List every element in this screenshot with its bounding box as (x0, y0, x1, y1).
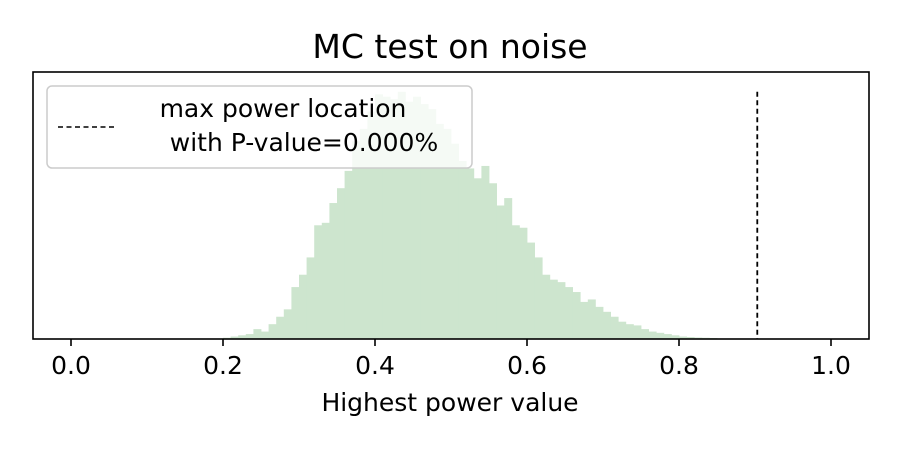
histogram-bar (656, 332, 665, 339)
histogram-bar (663, 334, 672, 339)
histogram-bar (261, 331, 269, 339)
histogram-bar (603, 311, 611, 339)
histogram-bar (230, 336, 239, 339)
histogram-bar (572, 292, 581, 339)
x-tick-label: 0.0 (51, 351, 91, 380)
histogram-bar (321, 222, 330, 339)
histogram-bar (443, 128, 452, 339)
histogram-bar (671, 335, 680, 339)
histogram-bar (542, 274, 551, 339)
histogram-bar (352, 141, 361, 339)
histogram-bar (276, 316, 285, 339)
histogram-bar (458, 161, 467, 339)
histogram-bar (565, 287, 573, 339)
histogram-bar (306, 257, 315, 339)
histogram-bar (633, 325, 642, 339)
x-axis-ticks: 0.0 0.2 0.4 0.6 0.8 1.0 (51, 339, 851, 380)
histogram-bar (610, 316, 619, 339)
histogram-bar (329, 203, 338, 339)
histogram-bar (428, 109, 437, 339)
histogram-bar (496, 205, 505, 339)
histogram-bar (451, 143, 459, 339)
x-tick-label: 1.0 (811, 351, 851, 380)
histogram-bar (291, 287, 300, 339)
histogram-bar (504, 198, 513, 339)
histogram-bar (382, 96, 391, 339)
histogram-bar (679, 336, 687, 339)
histogram-bar (549, 279, 558, 339)
histogram-bar (618, 321, 627, 339)
histogram-bar (390, 99, 399, 339)
histogram-bar (595, 306, 604, 339)
legend-box (46, 85, 473, 169)
histogram-bar (245, 334, 254, 339)
histogram-bar (641, 329, 649, 339)
histogram-bar (557, 282, 566, 339)
histogram-bar (587, 299, 596, 339)
histogram-bar (397, 91, 406, 339)
histogram-bar (420, 104, 429, 339)
histogram-bar (686, 337, 695, 339)
histogram-bar (314, 225, 323, 339)
histogram-bar (283, 309, 292, 339)
histogram-bar (405, 101, 414, 339)
histogram-bar (367, 111, 376, 339)
plot-frame (32, 71, 870, 340)
x-tick-label: 0.8 (659, 351, 699, 380)
histogram-bar (648, 331, 657, 339)
histogram-bar (473, 178, 482, 339)
histogram-bar (466, 168, 475, 339)
histogram-bar (489, 183, 497, 339)
legend-label-line2: with P-value=0.000% (170, 128, 438, 157)
histogram-bars (223, 91, 725, 339)
histogram-bar (375, 94, 383, 339)
chart-title: MC test on noise (312, 27, 587, 66)
legend: max power location with P-value=0.000% (46, 85, 473, 169)
histogram-bar (337, 188, 345, 339)
histogram-bar (511, 225, 520, 339)
histogram-bar (413, 96, 421, 339)
histogram-bar (299, 274, 307, 339)
histogram-bar (481, 165, 490, 339)
histogram-bar (527, 242, 535, 339)
histogram-bar (253, 329, 262, 339)
x-tick-label: 0.6 (507, 351, 547, 380)
histogram-bar (359, 128, 368, 339)
histogram-bar (268, 324, 277, 339)
x-tick-label: 0.4 (355, 351, 395, 380)
x-axis-label: Highest power value (321, 388, 578, 417)
histogram-bar (580, 301, 589, 339)
histogram-bar (435, 123, 444, 339)
histogram-bar (238, 335, 247, 339)
histogram-bar (519, 227, 528, 339)
histogram-bar (344, 170, 353, 339)
legend-label-line1: max power location (160, 94, 407, 123)
histogram-bar (625, 324, 634, 339)
x-tick-label: 0.2 (203, 351, 243, 380)
histogram-bar (534, 257, 543, 339)
